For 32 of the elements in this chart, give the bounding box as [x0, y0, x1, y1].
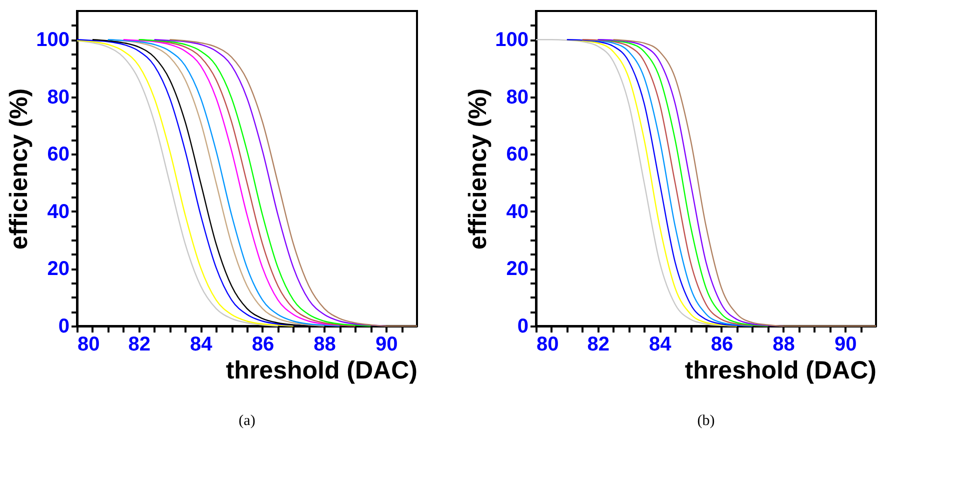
y-tick-label: 60 — [47, 144, 70, 166]
y-tick-label: 40 — [47, 200, 70, 223]
y-tick-label: 0 — [58, 316, 70, 338]
y-tick-label: 40 — [506, 200, 528, 223]
y-tick-label: 100 — [36, 29, 70, 52]
x-tick-label: 90 — [834, 334, 857, 356]
x-tick-label: 84 — [190, 334, 214, 356]
x-tick-label: 88 — [772, 334, 795, 356]
y-tick-label: 0 — [517, 316, 528, 338]
text: (a) — [238, 413, 256, 429]
y-tick-label: 20 — [47, 258, 70, 280]
line-series — [169, 39, 418, 327]
line-series — [612, 39, 877, 327]
y-tick-label: 20 — [506, 258, 528, 280]
x-tick-label: 86 — [710, 334, 734, 356]
x-tick-label: 82 — [587, 334, 610, 356]
x-tick-label: 80 — [78, 334, 100, 356]
y-axis-title: efficiency (%) — [464, 88, 492, 250]
x-tick-label: 86 — [252, 334, 274, 356]
y-axis-title: efficiency (%) — [5, 88, 34, 250]
y-tick-label: 60 — [506, 144, 528, 166]
x-tick-label: 82 — [128, 334, 150, 356]
x-tick-label: 90 — [375, 334, 398, 356]
y-tick-label: 80 — [47, 86, 70, 108]
x-tick-label: 84 — [649, 334, 672, 356]
x-axis-title: threshold (DAC) — [226, 356, 418, 384]
x-axis-title: threshold (DAC) — [684, 356, 876, 384]
x-tick-label: 88 — [314, 334, 336, 356]
y-tick-label: 100 — [495, 29, 528, 52]
text: (b) — [697, 413, 715, 429]
y-tick-label: 80 — [506, 86, 528, 108]
x-tick-label: 80 — [536, 334, 559, 356]
